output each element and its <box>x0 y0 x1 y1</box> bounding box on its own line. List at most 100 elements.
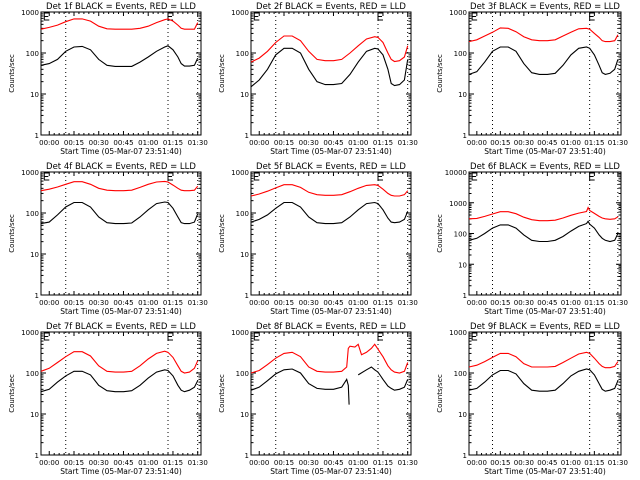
x-tick-label: 01:00 <box>138 459 158 467</box>
event-marker-e <box>471 332 478 341</box>
x-tick-label: 01:00 <box>348 299 368 307</box>
x-tick-label: 01:15 <box>584 459 604 467</box>
x-tick-label: 01:30 <box>188 139 208 147</box>
chart-panel-2: Det 2f BLACK = Events, RED = LLD 1 10 100 10… <box>218 2 418 156</box>
x-tick-label: 00:45 <box>537 299 557 307</box>
x-tick-label: 01:00 <box>348 459 368 467</box>
x-tick-label: 01:00 <box>561 459 581 467</box>
x-tick-label: 00:15 <box>64 139 84 147</box>
y-tick-label: 100 <box>236 210 249 218</box>
y-axis-label: Counts/sec <box>218 54 226 93</box>
y-tick-label: 1000 <box>449 329 467 337</box>
y-tick-label: 100 <box>26 210 39 218</box>
plot-frame <box>40 331 202 456</box>
series-line-events <box>468 46 619 75</box>
x-tick-label: 00:00 <box>39 139 59 147</box>
plot-frame <box>250 331 412 456</box>
plot-frame <box>468 331 622 456</box>
x-tick-label: 01:15 <box>584 139 604 147</box>
x-tick-label: 01:15 <box>373 139 393 147</box>
y-tick-label: 10 <box>30 251 39 259</box>
x-tick-label: 00:30 <box>299 139 319 147</box>
event-marker-e <box>589 12 595 21</box>
series-line-events <box>468 220 619 243</box>
series-line-lld <box>468 206 619 222</box>
y-tick-label: 1 <box>245 292 249 300</box>
event-marker-e <box>43 12 50 21</box>
y-tick-label: 1000 <box>21 169 39 177</box>
x-tick-label: 01:30 <box>398 299 418 307</box>
x-tick-label: 01:00 <box>561 299 581 307</box>
x-tick-label: 01:00 <box>348 139 368 147</box>
y-tick-label: 1000 <box>21 329 39 337</box>
y-tick-label: 1000 <box>449 200 467 208</box>
y-tick-label: 100 <box>454 370 467 378</box>
event-marker-e <box>253 12 260 21</box>
y-axis-label: Counts/sec <box>8 214 16 253</box>
x-tick-label: 00:30 <box>299 459 319 467</box>
y-tick-label: 10 <box>458 411 467 419</box>
event-marker-e <box>377 172 384 181</box>
x-tick-label: 01:30 <box>608 299 628 307</box>
y-tick-label: 100 <box>454 231 467 239</box>
y-tick-label: 10 <box>458 261 467 269</box>
x-axis-label: Start Time (05-Mar-07 23:51:40) <box>270 147 392 156</box>
chart-title: Det 9f BLACK = Events, RED = LLD <box>470 322 620 332</box>
plot-frame <box>40 171 202 296</box>
y-axis-label: Counts/sec <box>436 214 444 253</box>
y-tick-label: 1 <box>463 132 467 140</box>
x-tick-label: 01:15 <box>584 299 604 307</box>
series-line-events <box>250 201 409 225</box>
chart-panel-9: Det 9f BLACK = Events, RED = LLD 1 10 100 10… <box>436 322 628 476</box>
x-tick-label: 00:30 <box>514 459 534 467</box>
x-tick-label: 00:45 <box>537 459 557 467</box>
series-line-events <box>250 366 409 405</box>
x-tick-label: 00:00 <box>39 299 59 307</box>
x-tick-label: 01:00 <box>138 299 158 307</box>
x-tick-label: 00:45 <box>113 139 133 147</box>
chart-title: Det 4f BLACK = Events, RED = LLD <box>46 162 196 172</box>
x-tick-label: 01:15 <box>163 459 183 467</box>
x-tick-label: 00:00 <box>249 139 269 147</box>
event-marker-e <box>253 172 260 181</box>
series-line-events <box>250 47 409 88</box>
x-tick-label: 00:30 <box>89 299 109 307</box>
chart-title: Det 2f BLACK = Events, RED = LLD <box>256 2 406 12</box>
plot-frame <box>250 11 412 136</box>
x-tick-label: 00:45 <box>113 459 133 467</box>
chart-panel-6: Det 6f BLACK = Events, RED = LLD 1 10 100 10… <box>436 162 628 316</box>
x-tick-label: 01:15 <box>373 299 393 307</box>
y-tick-label: 10 <box>30 411 39 419</box>
x-axis-label: Start Time (05-Mar-07 23:51:40) <box>484 467 606 476</box>
plot-frame <box>250 171 412 296</box>
chart-panel-7: Det 7f BLACK = Events, RED = LLD 1 10 100 10… <box>8 322 208 476</box>
chart-panel-1: Det 1f BLACK = Events, RED = LLD 1 10 100 10… <box>8 2 208 156</box>
x-tick-label: 00:30 <box>89 139 109 147</box>
event-marker-e <box>471 12 478 21</box>
chart-panel-8: Det 8f BLACK = Events, RED = LLD 1 10 100 10… <box>218 322 418 476</box>
x-tick-label: 00:30 <box>514 299 534 307</box>
x-tick-label: 01:30 <box>398 139 418 147</box>
series-line-lld <box>250 184 409 197</box>
x-tick-label: 00:15 <box>274 299 294 307</box>
chart-panel-4: Det 4f BLACK = Events, RED = LLD 1 10 100 10… <box>8 162 208 316</box>
x-axis-label: Start Time (05-Mar-07 23:51:40) <box>484 147 606 156</box>
series-line-lld <box>250 35 409 63</box>
chart-title: Det 5f BLACK = Events, RED = LLD <box>256 162 406 172</box>
x-tick-label: 01:15 <box>163 139 183 147</box>
chart-title: Det 1f BLACK = Events, RED = LLD <box>46 2 196 12</box>
x-tick-label: 00:15 <box>274 139 294 147</box>
x-tick-label: 00:00 <box>39 459 59 467</box>
x-tick-label: 00:45 <box>323 139 343 147</box>
y-tick-label: 1 <box>35 132 39 140</box>
event-marker-e <box>471 172 478 181</box>
series-line-events <box>40 369 199 393</box>
x-tick-label: 01:30 <box>188 299 208 307</box>
y-axis-label: Counts/sec <box>218 374 226 413</box>
y-tick-label: 1000 <box>231 9 249 17</box>
x-axis-label: Start Time (05-Mar-07 23:51:40) <box>484 307 606 316</box>
y-axis-label: Counts/sec <box>436 374 444 413</box>
y-tick-label: 1000 <box>449 9 467 17</box>
y-tick-label: 10000 <box>445 169 467 177</box>
x-axis-label: Start Time (05-Mar-07 23:51:40) <box>60 467 182 476</box>
